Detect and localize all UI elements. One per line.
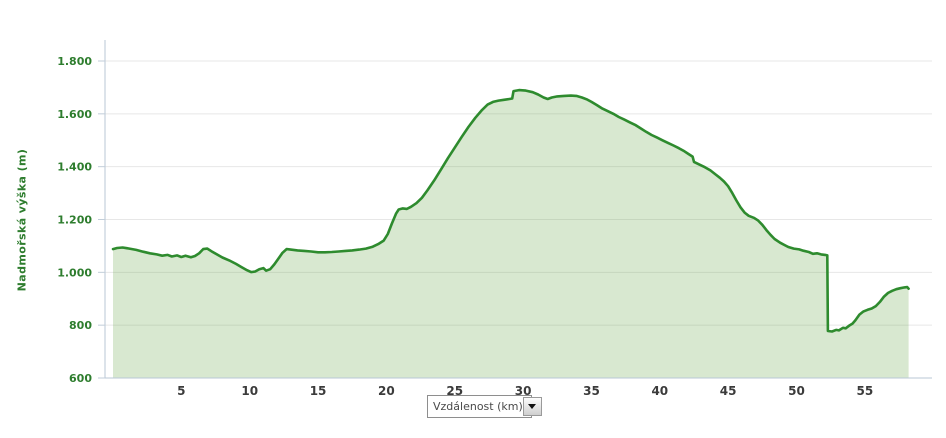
x-tick-label: 55 [856, 384, 873, 398]
x-tick-label: 45 [720, 384, 737, 398]
y-tick-label: 1.800 [57, 55, 92, 68]
y-tick-label: 1.000 [57, 266, 92, 279]
elevation-area [113, 90, 909, 378]
x-tick-label: 30 [515, 384, 532, 398]
x-tick-label: 5 [177, 384, 185, 398]
x-axis-unit-value: Vzdálenost (km) [433, 400, 523, 413]
chevron-down-glyph [528, 404, 537, 409]
x-tick-label: 50 [788, 384, 805, 398]
y-tick-label: 600 [69, 372, 92, 385]
y-tick-label: 1.600 [57, 108, 92, 121]
y-tick-label: 1.200 [57, 214, 92, 227]
x-tick-label: 40 [651, 384, 668, 398]
x-tick-label: 20 [378, 384, 395, 398]
elevation-line [111, 88, 910, 333]
x-axis-unit-dropdown[interactable]: Vzdálenost (km) [427, 395, 542, 418]
y-tick-label: 800 [69, 319, 92, 332]
x-tick-label: 10 [241, 384, 258, 398]
y-tick-label: 1.400 [57, 161, 92, 174]
x-tick-label: 35 [583, 384, 600, 398]
x-tick-label: 25 [446, 384, 463, 398]
chevron-down-icon[interactable] [522, 397, 542, 416]
x-tick-label: 15 [310, 384, 327, 398]
